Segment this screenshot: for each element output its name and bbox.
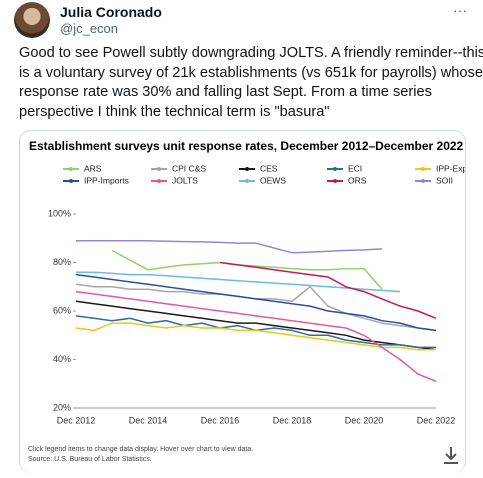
tweet-line: is a voluntary survey of 21k establishme… bbox=[19, 64, 483, 81]
legend-item[interactable]: IPP-Imports bbox=[63, 175, 129, 185]
legend-item[interactable]: ORS bbox=[327, 175, 367, 185]
chart-card: Establishment surveys unit response rate… bbox=[19, 130, 481, 473]
legend-label: ECI bbox=[348, 163, 362, 173]
legend-item[interactable]: ECI bbox=[327, 163, 362, 173]
y-tick-label: 20% bbox=[53, 402, 71, 412]
legend-item[interactable]: CES bbox=[239, 163, 278, 173]
y-tick-label: 100% bbox=[48, 208, 71, 218]
y-tick-label: 60% bbox=[53, 305, 71, 315]
legend-item[interactable]: ARS bbox=[63, 163, 102, 173]
legend-label: IPP-Imports bbox=[84, 175, 129, 185]
legend-marker bbox=[69, 179, 73, 183]
legend-marker bbox=[157, 179, 161, 183]
x-tick-label: Dec 2016 bbox=[201, 415, 240, 425]
series-line bbox=[75, 300, 437, 351]
legend-marker bbox=[69, 167, 73, 171]
series-line bbox=[76, 271, 401, 293]
x-tick-label: Dec 2012 bbox=[57, 415, 96, 425]
legend-label: JOLTS bbox=[172, 175, 198, 185]
x-tick-label: Dec 2018 bbox=[273, 415, 312, 425]
series-line bbox=[111, 249, 383, 290]
legend-marker bbox=[245, 179, 249, 183]
avatar[interactable] bbox=[14, 2, 50, 38]
legend-label: ARS bbox=[84, 163, 102, 173]
legend-label: OEWS bbox=[260, 175, 286, 185]
legend-label: CES bbox=[260, 163, 278, 173]
author-handle[interactable]: @jc_econ bbox=[60, 21, 119, 36]
author-name[interactable]: Julia Coronado bbox=[60, 4, 162, 20]
legend-label: SOII bbox=[436, 175, 453, 185]
chart-note: Source: U.S. Bureau of Labor Statistics. bbox=[28, 456, 152, 463]
legend-marker bbox=[333, 179, 337, 183]
x-tick-label: Dec 2020 bbox=[345, 415, 384, 425]
more-button[interactable]: ··· bbox=[453, 2, 467, 18]
series-line bbox=[75, 290, 437, 382]
legend-item[interactable]: SOII bbox=[415, 175, 453, 185]
tweet-line: response rate was 30% and falling last S… bbox=[19, 84, 432, 100]
legend-item[interactable]: OEWS bbox=[239, 175, 286, 185]
download-icon[interactable] bbox=[444, 447, 458, 464]
legend-marker bbox=[333, 167, 337, 171]
series-line bbox=[219, 261, 437, 319]
tweet-text: Good to see Powell subtly downgrading JO… bbox=[19, 44, 483, 122]
y-tick-label: 80% bbox=[53, 257, 71, 267]
legend-marker bbox=[245, 167, 249, 171]
legend-item[interactable]: CPI C&S bbox=[151, 163, 206, 173]
legend-label: ORS bbox=[348, 175, 367, 185]
x-tick-label: Dec 2022 bbox=[417, 415, 456, 425]
legend-label: CPI C&S bbox=[172, 163, 206, 173]
tweet-line: Good to see Powell subtly downgrading JO… bbox=[19, 45, 483, 61]
chart-note: Click legend items to change data displa… bbox=[28, 446, 253, 453]
series-line bbox=[75, 273, 437, 332]
y-tick-label: 40% bbox=[53, 354, 71, 364]
legend-marker bbox=[421, 179, 425, 183]
legend-label: IPP-Exports bbox=[436, 163, 465, 173]
series-line bbox=[76, 239, 383, 254]
legend-item[interactable]: IPP-Exports bbox=[415, 163, 481, 173]
legend-item[interactable]: JOLTS bbox=[151, 175, 198, 185]
series-line bbox=[75, 322, 436, 351]
chart: Establishment surveys unit response rate… bbox=[28, 139, 481, 464]
chart-title: Establishment surveys unit response rate… bbox=[29, 139, 464, 153]
legend-marker bbox=[421, 167, 425, 171]
legend-marker bbox=[157, 167, 161, 171]
x-tick-label: Dec 2014 bbox=[129, 415, 168, 425]
tweet-line: perspective I think the technical term i… bbox=[19, 103, 330, 120]
